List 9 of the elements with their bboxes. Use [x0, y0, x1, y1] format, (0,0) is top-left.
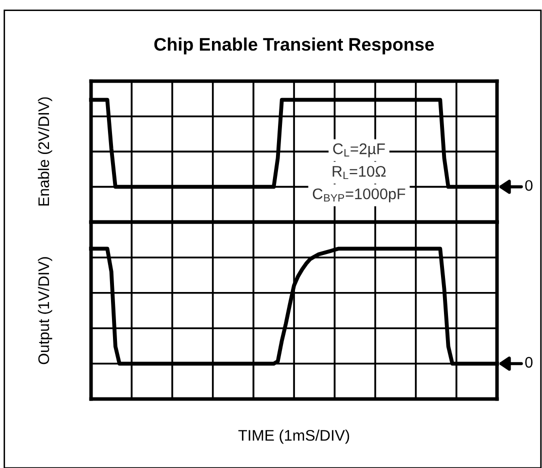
y-axis-title: Output (1V/DIV)	[38, 257, 52, 364]
annotation: R$_{L}$=10Ω	[332, 166, 386, 180]
annotation: C$_{L}$=2µF	[333, 143, 385, 158]
chart-title: Chip Enable Transient Response	[154, 38, 434, 54]
text: 0	[525, 180, 533, 191]
y-axis-title: Enable (2V/DIV)	[38, 97, 52, 206]
x-axis-title: TIME (1mS/DIV)	[238, 430, 350, 444]
text: C$_{BYP}$=1000pF	[312, 188, 406, 202]
text: 0	[525, 356, 533, 368]
